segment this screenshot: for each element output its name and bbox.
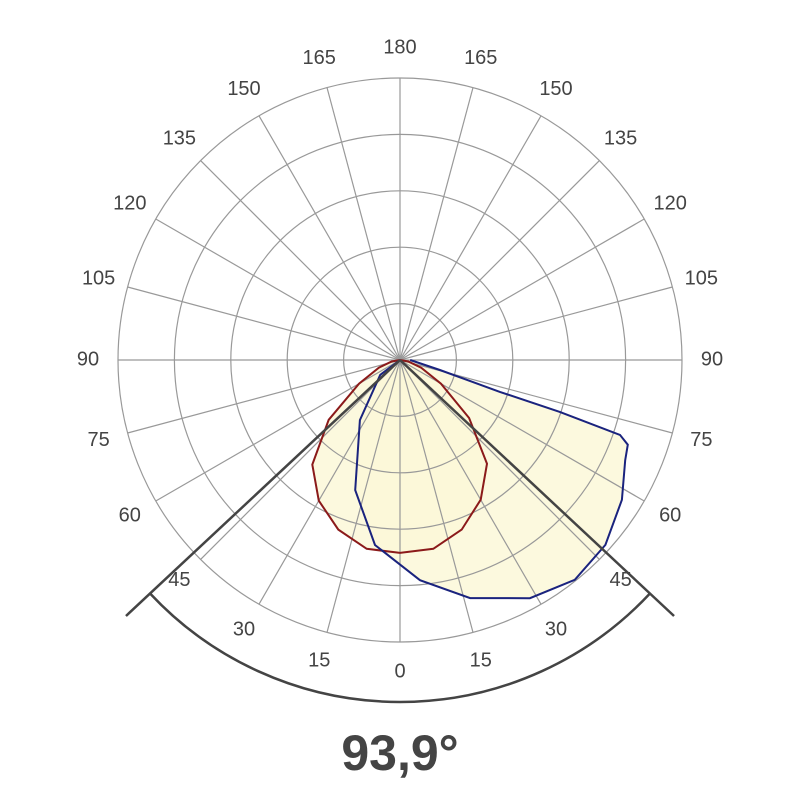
grid-spoke [258, 115, 401, 361]
angle-label: 90 [77, 348, 99, 370]
angle-label: 135 [604, 128, 637, 150]
angle-label: 150 [227, 78, 260, 100]
grid-spoke [127, 286, 401, 361]
grid-spoke [399, 286, 673, 361]
grid-spoke [258, 359, 401, 605]
intensity-curve [311, 359, 489, 554]
angle-label: 165 [303, 47, 336, 69]
intensity-curve [354, 359, 629, 600]
angle-label: 75 [88, 429, 110, 451]
grid-spoke [399, 359, 600, 560]
angle-label: 120 [654, 192, 687, 214]
beam-arc [149, 592, 651, 704]
grid-spoke [399, 359, 474, 633]
grid-spoke [200, 160, 401, 361]
area-fill [355, 360, 628, 599]
grid-spoke [399, 218, 645, 361]
angle-label: 60 [119, 504, 141, 526]
angle-label: 15 [470, 650, 492, 672]
angle-label: 45 [168, 569, 190, 591]
angle-label: 180 [383, 36, 416, 58]
angle-label: 30 [233, 618, 255, 640]
grid-spoke [127, 359, 401, 434]
grid-spoke [399, 359, 542, 605]
angle-label: 105 [82, 268, 115, 290]
grid-spoke [200, 359, 401, 560]
grid-spoke [399, 87, 474, 361]
angle-label: 15 [308, 650, 330, 672]
angle-label: 120 [113, 192, 146, 214]
angle-label: 90 [701, 348, 723, 370]
angle-label: 75 [690, 429, 712, 451]
angle-label: 135 [163, 128, 196, 150]
angle-label: 60 [659, 504, 681, 526]
plot: 0 15 15 30 30 45 45 60 60 75 75 90 90 105 105 120 120 135… [77, 36, 723, 704]
beam-line [399, 359, 675, 617]
angle-label: 0 [394, 660, 405, 682]
grid-spoke [326, 359, 401, 633]
grid-spoke [399, 115, 542, 361]
beam-angle-label: 93,9° [341, 725, 458, 781]
grid-spoke [399, 160, 600, 361]
grid-spoke [326, 87, 401, 361]
angle-label: 105 [685, 268, 718, 290]
angle-label: 45 [609, 569, 631, 591]
angle-label: 30 [545, 618, 567, 640]
angle-label: 165 [464, 47, 497, 69]
angle-label: 150 [539, 78, 572, 100]
beam-line [125, 359, 401, 617]
grid-spoke [155, 218, 401, 361]
